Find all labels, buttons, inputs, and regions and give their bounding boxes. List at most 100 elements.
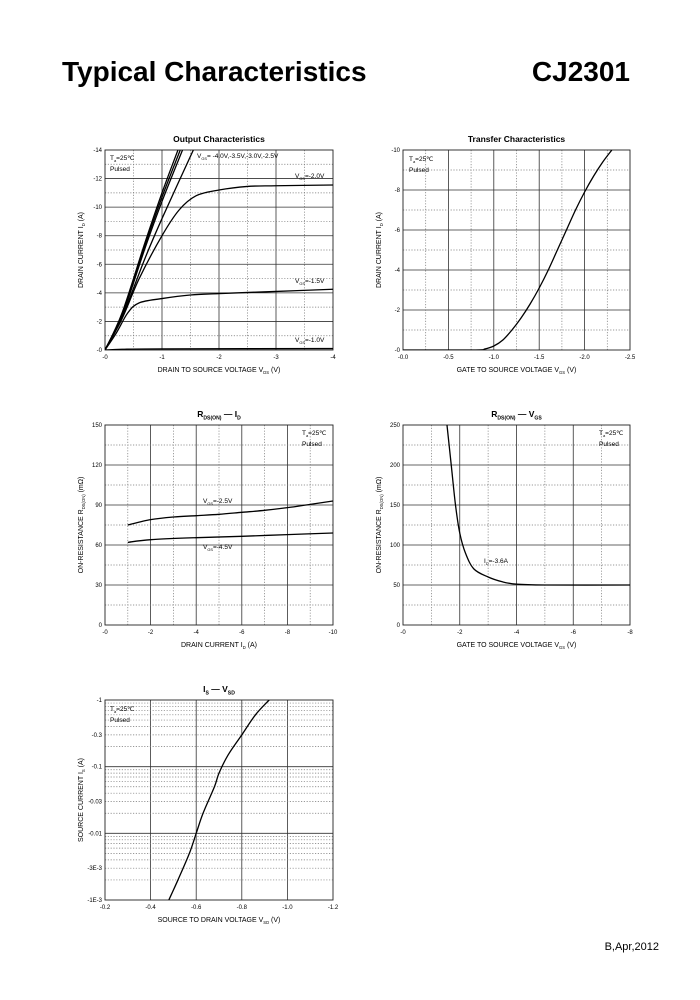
series-line-id-3.6a [446, 425, 630, 586]
subscript: D [486, 561, 489, 566]
series-line-vgs-2.5v [105, 150, 194, 350]
subscript: S [205, 691, 209, 697]
subscript: GS [299, 281, 305, 286]
subscript: D [243, 645, 246, 650]
y-tick-label: 150 [92, 423, 103, 429]
text-segment: =25℃ [308, 430, 327, 437]
y-tick-label: 60 [95, 543, 102, 549]
text-segment: =-2.0V [305, 173, 325, 180]
y-tick-label: -12 [93, 177, 102, 183]
x-tick-label: -1 [159, 355, 165, 361]
text-segment: V [295, 278, 300, 285]
plot-frame [402, 149, 631, 351]
y-tick-label: -6 [97, 262, 103, 268]
text-segment: =25℃ [415, 156, 434, 163]
x-tick-label: -8 [285, 630, 291, 636]
text-segment: Pulsed [599, 441, 619, 448]
y-tick-label: 90 [95, 503, 102, 509]
text-segment: GATE TO SOURCE VOLTAGE V [457, 367, 560, 374]
chart-title: RDS(ON) — ID [197, 409, 241, 422]
text-segment: V [295, 173, 300, 180]
chart-title: IS — VSD [203, 684, 235, 697]
text-segment: T [599, 430, 603, 437]
subscript: DS [263, 370, 269, 375]
text-segment: SOURCE CURRENT I [78, 772, 85, 842]
annotation: Ta=25℃ [599, 430, 624, 438]
subscript: GS [299, 176, 305, 181]
subscript: DS(ON) [379, 494, 384, 509]
annotation: Pulsed [599, 441, 619, 448]
subscript: a [306, 433, 309, 438]
x-tick-label: -0 [102, 355, 108, 361]
y-tick-label: 150 [390, 503, 401, 509]
text-segment: Output Characteristics [173, 134, 265, 144]
series-line-vgs-1.5v [105, 288, 333, 350]
annotation: VGS=-1.5V [295, 278, 325, 286]
y-tick-label: -2 [97, 319, 103, 325]
x-tick-label: -1.2 [328, 905, 339, 911]
annotation: Ta=25℃ [302, 430, 327, 438]
x-tick-label: -0.2 [100, 905, 111, 911]
chart-5: -0.2 -0.4 -0.6 -0.8 -1.0 -1.2 -1E-3 -3E-3 -0.01 -… [78, 684, 339, 925]
annotation: VGS=-1.0V [295, 337, 325, 345]
y-tick-label: -0.3 [92, 733, 103, 739]
y-tick-label: -6 [395, 228, 401, 234]
y-tick-label: -1E-3 [87, 898, 102, 904]
annotation: Ta=25℃ [409, 156, 434, 164]
text-segment: — I [221, 409, 237, 419]
x-tick-label: -2 [216, 355, 222, 361]
subscript: GS [201, 156, 207, 161]
y-tick-label: -4 [97, 291, 103, 297]
text-segment: V [197, 153, 202, 160]
text-segment: (A) [78, 758, 85, 769]
text-segment: = -4.0V,-3.5V,-3.0V,-2.5V [207, 153, 279, 160]
x-tick-label: -4 [514, 630, 520, 636]
chart-title: RDS(ON) — VGS [491, 409, 542, 422]
text-segment: T [110, 706, 114, 713]
subscript: S [81, 769, 86, 772]
text-segment: DRAIN CURRENT I [78, 226, 85, 288]
text-segment: Pulsed [302, 441, 322, 448]
annotation: Pulsed [110, 717, 130, 724]
x-tick-label: -8 [627, 630, 633, 636]
series-line-id [403, 150, 613, 350]
subscript: D [237, 416, 241, 422]
y-tick-label: 50 [393, 583, 400, 589]
plot-frame [402, 424, 631, 626]
series-line-vgs-2.5v [127, 500, 333, 526]
series-line-vgs-2.0v [105, 184, 333, 350]
x-tick-label: -3 [273, 355, 279, 361]
text-segment: (A) [78, 212, 85, 223]
x-tick-label: -0.5 [443, 355, 454, 361]
revision-date: B,Apr,2012 [604, 941, 659, 953]
text-segment: =-4.5V [213, 544, 233, 551]
y-tick-label: -2 [395, 308, 401, 314]
x-axis-label: GATE TO SOURCE VOLTAGE VGS (V) [457, 367, 577, 375]
text-segment: =25℃ [116, 706, 135, 713]
text-segment: V [203, 498, 208, 505]
y-tick-label: -3E-3 [87, 866, 102, 872]
chart-title: Output Characteristics [173, 134, 265, 144]
y-tick-label: 120 [92, 463, 103, 469]
y-tick-label: -14 [93, 148, 102, 154]
y-tick-label: -8 [395, 188, 401, 194]
text-segment: Pulsed [110, 717, 130, 724]
plot-frame [104, 424, 334, 626]
y-tick-label: 250 [390, 423, 401, 429]
subscript: DS(ON) [81, 494, 86, 509]
x-tick-label: -1.0 [282, 905, 293, 911]
x-axis-label: DRAIN CURRENT ID (A) [181, 642, 257, 650]
annotation: Pulsed [409, 167, 429, 174]
x-tick-label: -0 [400, 630, 406, 636]
text-segment: (mΩ) [376, 477, 383, 495]
text-segment: Transfer Characteristics [468, 134, 566, 144]
text-segment: DRAIN CURRENT I [181, 642, 243, 649]
y-tick-label: -0.01 [88, 831, 102, 837]
y-tick-label: 100 [390, 543, 401, 549]
chart-title: Transfer Characteristics [468, 134, 566, 144]
x-tick-label: -0.0 [398, 355, 409, 361]
text-segment: T [302, 430, 306, 437]
